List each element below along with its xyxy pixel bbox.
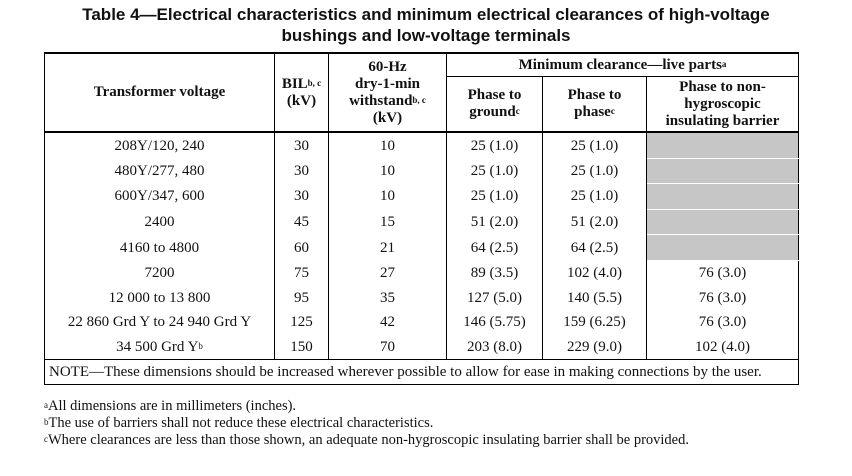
- cell-phase-to-phase: 159 (6.25): [542, 310, 647, 335]
- cell-withstand: 70: [328, 334, 447, 360]
- cell-transformer-voltage: 480Y/277, 480: [44, 158, 275, 184]
- header-withstand: 60-Hz dry-1-min withstandb, c (kV): [328, 52, 447, 133]
- cell-phase-to-phase: 102 (4.0): [542, 260, 647, 286]
- cell-phase-to-ground: 25 (1.0): [446, 183, 543, 210]
- cell-withstand: 42: [328, 310, 447, 335]
- cell-phase-to-ground: 203 (8.0): [446, 334, 543, 360]
- table-row: 600Y/347, 600 30 10 25 (1.0) 25 (1.0): [44, 183, 800, 210]
- cell-bil: 45: [274, 209, 329, 235]
- cell-phase-to-phase: 51 (2.0): [542, 209, 647, 235]
- clearance-table: Transformer voltage BILb, c (kV) 60-Hz d…: [43, 52, 800, 386]
- table-title-line-2: bushings and low-voltage terminals: [281, 26, 571, 45]
- table-row: 2400 45 15 51 (2.0) 51 (2.0): [44, 209, 800, 236]
- cell-phase-to-phase: 140 (5.5): [542, 285, 647, 311]
- cell-phase-to-barrier: 76 (3.0): [645, 310, 800, 335]
- header-phase-to-barrier: Phase to non- hygroscopic insulating bar…: [645, 76, 800, 133]
- cell-phase-to-phase: 25 (1.0): [542, 183, 647, 210]
- cell-phase-to-barrier: 76 (3.0): [645, 285, 800, 311]
- table-title: Table 4—Electrical characteristics and m…: [0, 4, 852, 46]
- table-row: 7200 75 27 89 (3.5) 102 (4.0) 76 (3.0): [44, 260, 800, 286]
- cell-phase-to-phase: 64 (2.5): [542, 234, 647, 261]
- cell-transformer-voltage: 34 500 Grd Yb: [44, 334, 275, 360]
- cell-bil: 150: [274, 334, 329, 360]
- cell-withstand: 10: [328, 183, 447, 210]
- table-body: 208Y/120, 240 30 10 25 (1.0) 25 (1.0) 480Y/27…: [44, 132, 800, 360]
- cell-phase-to-barrier: [645, 234, 800, 261]
- cell-phase-to-ground: 127 (5.0): [446, 285, 543, 311]
- cell-phase-to-ground: 25 (1.0): [446, 132, 543, 159]
- table-title-line-1: Table 4—Electrical characteristics and m…: [82, 5, 770, 24]
- cell-phase-to-ground: 146 (5.75): [446, 310, 543, 335]
- cell-phase-to-ground: 25 (1.0): [446, 158, 543, 184]
- cell-phase-to-barrier: 76 (3.0): [645, 260, 800, 286]
- cell-phase-to-phase: 25 (1.0): [542, 132, 647, 159]
- cell-phase-to-ground: 89 (3.5): [446, 260, 543, 286]
- header-phase-to-phase: Phase to phasec: [542, 76, 647, 133]
- table-note: NOTE—These dimensions should be increase…: [43, 359, 800, 386]
- cell-bil: 95: [274, 285, 329, 311]
- cell-transformer-voltage: 22 860 Grd Y to 24 940 Grd Y: [44, 310, 275, 335]
- table-row: 22 860 Grd Y to 24 940 Grd Y 125 42 146 (5.…: [44, 310, 800, 335]
- footnote: aAll dimensions are in millimeters (inch…: [44, 398, 297, 414]
- cell-phase-to-barrier: [645, 132, 800, 159]
- cell-withstand: 27: [328, 260, 447, 286]
- header-bil: BILb, c (kV): [274, 52, 329, 133]
- cell-phase-to-barrier: [645, 158, 800, 185]
- cell-phase-to-barrier: 102 (4.0): [645, 334, 800, 360]
- cell-withstand: 35: [328, 285, 447, 311]
- cell-transformer-voltage: 4160 to 4800: [44, 234, 275, 261]
- cell-bil: 30: [274, 158, 329, 184]
- footnote: cWhere clearances are less than those sh…: [44, 432, 689, 448]
- cell-bil: 30: [274, 132, 329, 159]
- cell-bil: 125: [274, 310, 329, 335]
- cell-withstand: 10: [328, 158, 447, 184]
- table-row: 208Y/120, 240 30 10 25 (1.0) 25 (1.0): [44, 132, 800, 159]
- header-phase-to-ground: Phase to groundc: [446, 76, 543, 133]
- cell-bil: 60: [274, 234, 329, 261]
- header-minimum-clearance: Minimum clearance—live partsa: [445, 52, 800, 77]
- cell-transformer-voltage: 7200: [44, 260, 275, 286]
- cell-phase-to-barrier: [645, 209, 800, 236]
- cell-transformer-voltage: 2400: [44, 209, 275, 235]
- cell-phase-to-ground: 51 (2.0): [446, 209, 543, 235]
- cell-phase-to-phase: 229 (9.0): [542, 334, 647, 360]
- cell-bil: 75: [274, 260, 329, 286]
- cell-phase-to-phase: 25 (1.0): [542, 158, 647, 184]
- cell-transformer-voltage: 600Y/347, 600: [44, 183, 275, 210]
- header-transformer-voltage: Transformer voltage: [44, 52, 275, 133]
- table-row: 480Y/277, 480 30 10 25 (1.0) 25 (1.0): [44, 158, 800, 185]
- cell-transformer-voltage: 12 000 to 13 800: [44, 285, 275, 311]
- table-row: 12 000 to 13 800 95 35 127 (5.0) 140 (5.5) 76…: [44, 285, 800, 311]
- footnotes: aAll dimensions are in millimeters (inch…: [44, 398, 824, 449]
- table-row: 34 500 Grd Yb 150 70 203 (8.0) 229 (9.0) 102 …: [44, 334, 800, 360]
- cell-phase-to-ground: 64 (2.5): [446, 234, 543, 261]
- cell-withstand: 15: [328, 209, 447, 235]
- cell-withstand: 21: [328, 234, 447, 261]
- footnote: bThe use of barriers shall not reduce th…: [44, 415, 434, 431]
- cell-transformer-voltage: 208Y/120, 240: [44, 132, 275, 159]
- cell-bil: 30: [274, 183, 329, 210]
- cell-withstand: 10: [328, 132, 447, 159]
- table-row: 4160 to 4800 60 21 64 (2.5) 64 (2.5): [44, 234, 800, 261]
- cell-phase-to-barrier: [645, 183, 800, 210]
